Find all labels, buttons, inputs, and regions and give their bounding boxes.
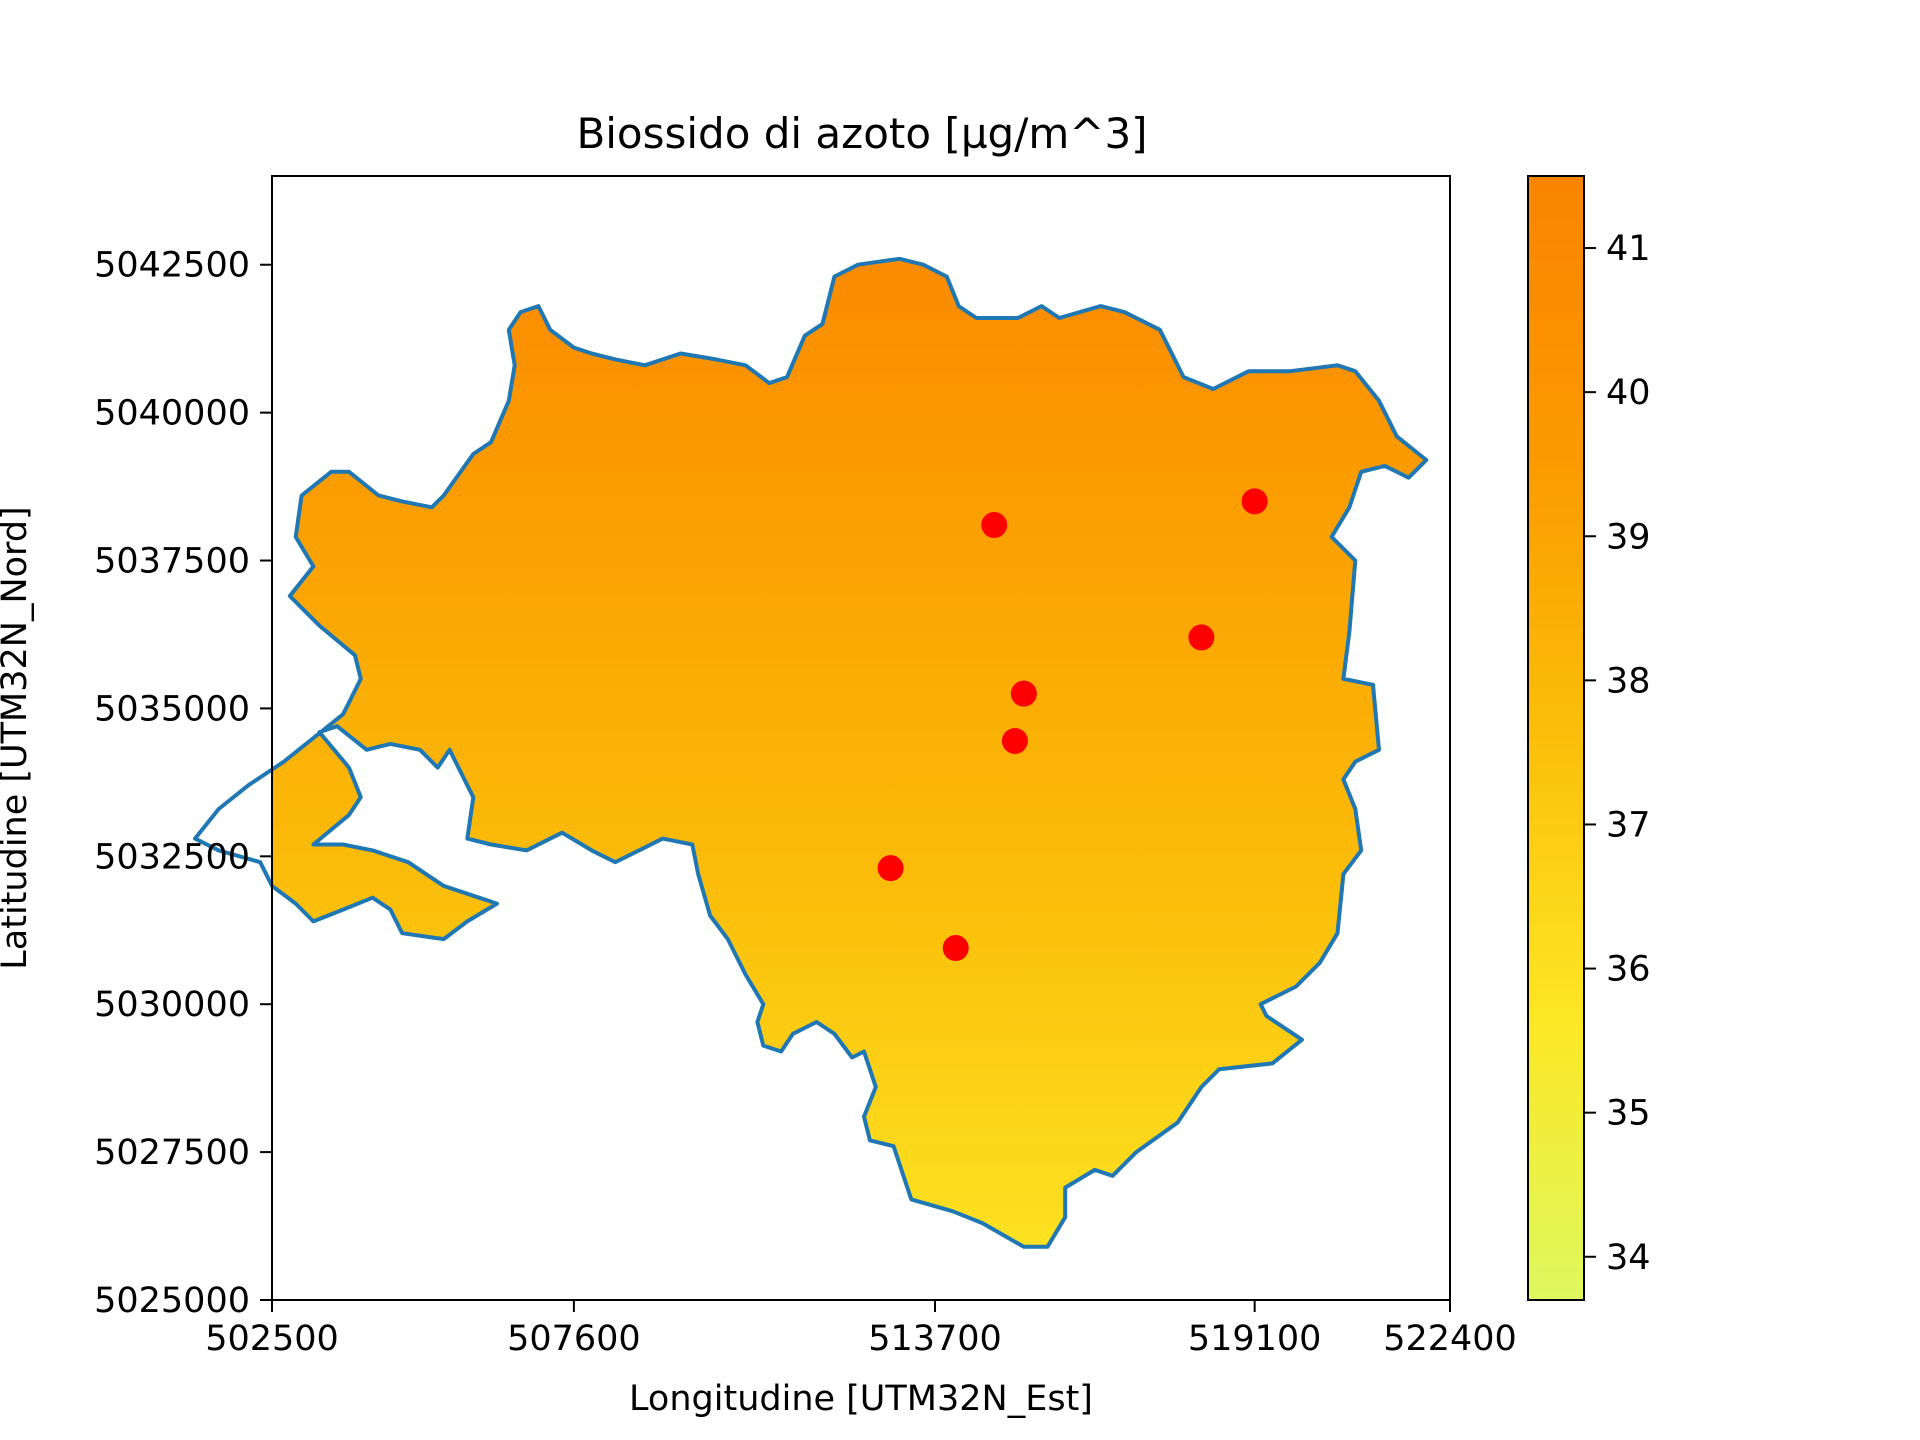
municipal-boundary [193, 256, 1429, 1249]
colorbar-tick-label: 41 [1606, 229, 1651, 269]
y-tick-label: 5030000 [94, 985, 250, 1025]
station-marker [981, 512, 1008, 539]
colorbar-tick-label: 34 [1606, 1238, 1651, 1278]
x-axis-label: Longitudine [UTM32N_Est] [629, 1379, 1093, 1419]
station-marker [1188, 624, 1215, 651]
y-tick-label: 5037500 [94, 542, 250, 582]
y-tick-label: 5032500 [94, 837, 250, 877]
x-axis-ticks: 502500 507600 513700 519100 522400 [205, 1300, 1517, 1359]
colorbar-tick-label: 40 [1606, 373, 1651, 413]
colorbar-tick-label: 38 [1606, 661, 1651, 701]
y-tick-label: 5025000 [94, 1281, 250, 1321]
station-markers [877, 488, 1268, 962]
colorbar: 34 35 36 37 38 39 40 41 [1527, 175, 1651, 1301]
x-tick-label: 502500 [205, 1319, 339, 1359]
x-tick-label: 513700 [868, 1319, 1002, 1359]
colorbar-tick-label: 37 [1606, 805, 1651, 845]
x-tick-label: 522400 [1383, 1319, 1517, 1359]
y-tick-label: 5042500 [94, 246, 250, 286]
x-tick-label: 519100 [1188, 1319, 1322, 1359]
y-tick-label: 5027500 [94, 1133, 250, 1173]
station-marker [1001, 727, 1028, 754]
y-axis-ticks: 5025000 5027500 5030000 5032500 5035000 50375… [94, 246, 272, 1321]
plot-frame [271, 175, 1451, 1301]
colorbar-tick-label: 36 [1606, 950, 1651, 990]
station-marker [942, 935, 969, 962]
y-tick-label: 5040000 [94, 394, 250, 434]
y-tick-label: 5035000 [94, 689, 250, 729]
y-axis-label: Latitudine [UTM32N_Nord] [0, 506, 35, 969]
plot-area: 502500 507600 513700 519100 522400 502500050… [94, 175, 1517, 1359]
colorbar-ticks: 34 35 36 37 38 39 40 41 [1584, 229, 1651, 1278]
x-tick-label: 507600 [507, 1319, 641, 1359]
chart-title: Biossido di azoto [µg/m^3] [576, 109, 1147, 158]
colorbar-tick-label: 35 [1606, 1094, 1651, 1134]
station-marker [1241, 488, 1268, 515]
colorbar-gradient [1527, 175, 1585, 1301]
station-marker [1010, 680, 1037, 707]
colorbar-tick-label: 39 [1606, 517, 1651, 557]
station-marker [877, 855, 904, 882]
heatmap-fill [272, 258, 1427, 1247]
